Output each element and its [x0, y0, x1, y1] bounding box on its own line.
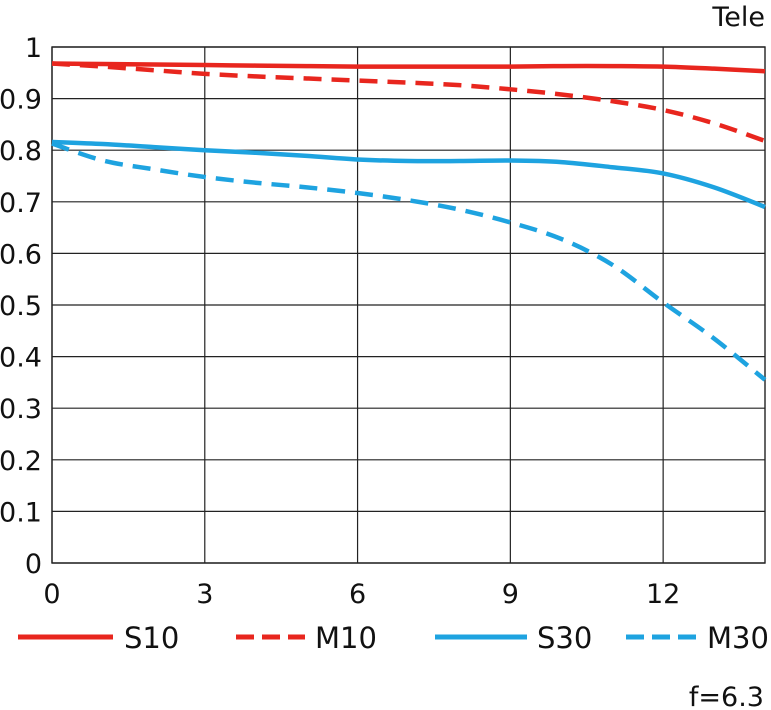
x-tick-label: 12 — [646, 579, 680, 610]
grid — [51, 46, 766, 564]
y-tick-label: 0.4 — [0, 343, 42, 374]
series-line-m30 — [51, 141, 767, 382]
series-line-s10 — [51, 61, 766, 74]
y-tick-label: 0.9 — [0, 85, 42, 116]
x-tick-label: 6 — [349, 579, 366, 610]
series-lines — [51, 61, 767, 382]
axis-labels: 0 0.1 0.2 0.3 0.4 0.5 0.6 0.7 0.8 0.9 1 0 3 6 9 12 — [0, 33, 680, 610]
series-line-s30 — [51, 139, 766, 210]
y-tick-label: 0 — [25, 549, 42, 580]
y-tick-label: 0.6 — [0, 239, 42, 270]
legend-label-s30: S30 — [537, 621, 592, 655]
legend: S10 M10 S30 M30 — [18, 621, 769, 655]
y-tick-label: 0.5 — [0, 291, 42, 322]
x-tick-label: 3 — [196, 579, 213, 610]
y-tick-label: 0.2 — [0, 446, 42, 477]
legend-label-s10: S10 — [124, 621, 179, 655]
legend-label-m10: M10 — [315, 621, 377, 655]
y-tick-label: 0.3 — [0, 394, 42, 425]
y-tick-label: 0.8 — [0, 136, 42, 167]
y-tick-label: 0.1 — [0, 497, 42, 528]
plot-frame — [51, 46, 766, 564]
chart-title: Tele — [711, 2, 765, 33]
y-tick-label: 1 — [25, 33, 42, 64]
x-tick-label: 0 — [43, 579, 60, 610]
y-tick-label: 0.7 — [0, 188, 42, 219]
series-line-m10 — [51, 61, 766, 144]
legend-label-m30: M30 — [707, 621, 769, 655]
x-tick-label: 9 — [502, 579, 519, 610]
aperture-note: f=6.3 — [689, 682, 764, 710]
